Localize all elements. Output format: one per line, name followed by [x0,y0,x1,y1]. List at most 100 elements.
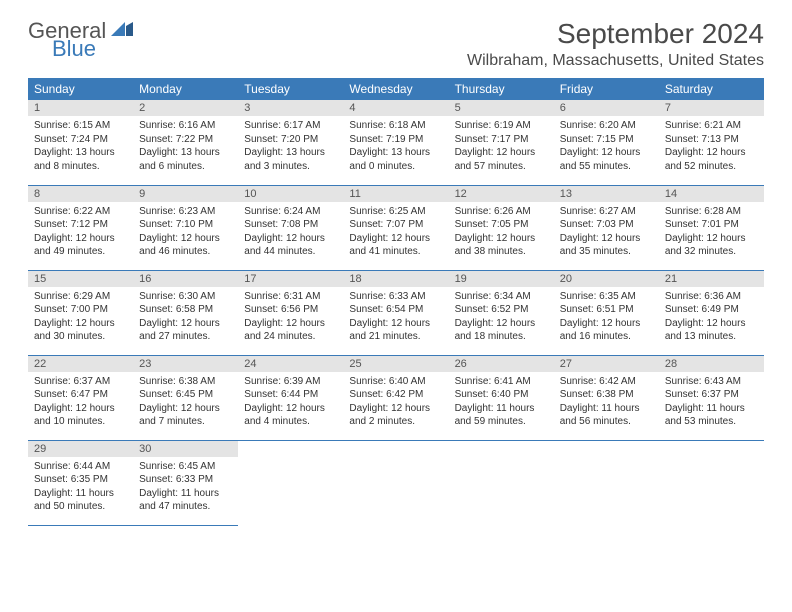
calendar-row: 22Sunrise: 6:37 AMSunset: 6:47 PMDayligh… [28,355,764,440]
logo: General Blue [28,18,133,62]
day-number: 6 [554,100,659,116]
calendar-cell: 27Sunrise: 6:42 AMSunset: 6:38 PMDayligh… [554,355,659,440]
day-number: 15 [28,271,133,287]
calendar-row: 15Sunrise: 6:29 AMSunset: 7:00 PMDayligh… [28,270,764,355]
day-content: Sunrise: 6:15 AMSunset: 7:24 PMDaylight:… [28,116,133,176]
day-content: Sunrise: 6:20 AMSunset: 7:15 PMDaylight:… [554,116,659,176]
day-number: 16 [133,271,238,287]
calendar-cell: 7Sunrise: 6:21 AMSunset: 7:13 PMDaylight… [659,100,764,185]
day-number: 10 [238,186,343,202]
calendar-row: 8Sunrise: 6:22 AMSunset: 7:12 PMDaylight… [28,185,764,270]
day-number: 14 [659,186,764,202]
day-content: Sunrise: 6:44 AMSunset: 6:35 PMDaylight:… [28,457,133,517]
calendar-cell: 18Sunrise: 6:33 AMSunset: 6:54 PMDayligh… [343,270,448,355]
calendar-cell: 14Sunrise: 6:28 AMSunset: 7:01 PMDayligh… [659,185,764,270]
day-content: Sunrise: 6:23 AMSunset: 7:10 PMDaylight:… [133,202,238,262]
calendar-cell: 21Sunrise: 6:36 AMSunset: 6:49 PMDayligh… [659,270,764,355]
calendar-cell: 26Sunrise: 6:41 AMSunset: 6:40 PMDayligh… [449,355,554,440]
day-number: 8 [28,186,133,202]
day-content: Sunrise: 6:25 AMSunset: 7:07 PMDaylight:… [343,202,448,262]
day-content: Sunrise: 6:40 AMSunset: 6:42 PMDaylight:… [343,372,448,432]
calendar-cell: 6Sunrise: 6:20 AMSunset: 7:15 PMDaylight… [554,100,659,185]
calendar-cell: 25Sunrise: 6:40 AMSunset: 6:42 PMDayligh… [343,355,448,440]
day-number: 18 [343,271,448,287]
calendar-cell [238,440,343,525]
calendar-cell: 8Sunrise: 6:22 AMSunset: 7:12 PMDaylight… [28,185,133,270]
day-number: 30 [133,441,238,457]
day-content: Sunrise: 6:16 AMSunset: 7:22 PMDaylight:… [133,116,238,176]
calendar-cell: 15Sunrise: 6:29 AMSunset: 7:00 PMDayligh… [28,270,133,355]
day-number: 29 [28,441,133,457]
calendar-cell: 22Sunrise: 6:37 AMSunset: 6:47 PMDayligh… [28,355,133,440]
weekday-header: Thursday [449,78,554,100]
day-number: 12 [449,186,554,202]
calendar-cell: 13Sunrise: 6:27 AMSunset: 7:03 PMDayligh… [554,185,659,270]
day-content: Sunrise: 6:35 AMSunset: 6:51 PMDaylight:… [554,287,659,347]
day-content: Sunrise: 6:21 AMSunset: 7:13 PMDaylight:… [659,116,764,176]
day-number: 17 [238,271,343,287]
day-number: 5 [449,100,554,116]
day-number: 7 [659,100,764,116]
day-number: 28 [659,356,764,372]
day-number: 25 [343,356,448,372]
day-content: Sunrise: 6:39 AMSunset: 6:44 PMDaylight:… [238,372,343,432]
day-content: Sunrise: 6:37 AMSunset: 6:47 PMDaylight:… [28,372,133,432]
day-content: Sunrise: 6:28 AMSunset: 7:01 PMDaylight:… [659,202,764,262]
calendar-cell: 11Sunrise: 6:25 AMSunset: 7:07 PMDayligh… [343,185,448,270]
day-content: Sunrise: 6:30 AMSunset: 6:58 PMDaylight:… [133,287,238,347]
day-content: Sunrise: 6:41 AMSunset: 6:40 PMDaylight:… [449,372,554,432]
day-number: 21 [659,271,764,287]
day-content: Sunrise: 6:22 AMSunset: 7:12 PMDaylight:… [28,202,133,262]
day-number: 23 [133,356,238,372]
day-number: 19 [449,271,554,287]
calendar-cell: 16Sunrise: 6:30 AMSunset: 6:58 PMDayligh… [133,270,238,355]
day-content: Sunrise: 6:27 AMSunset: 7:03 PMDaylight:… [554,202,659,262]
calendar-cell: 1Sunrise: 6:15 AMSunset: 7:24 PMDaylight… [28,100,133,185]
day-content: Sunrise: 6:19 AMSunset: 7:17 PMDaylight:… [449,116,554,176]
calendar-cell: 30Sunrise: 6:45 AMSunset: 6:33 PMDayligh… [133,440,238,525]
day-content: Sunrise: 6:31 AMSunset: 6:56 PMDaylight:… [238,287,343,347]
location-text: Wilbraham, Massachusetts, United States [467,52,764,70]
day-number: 4 [343,100,448,116]
weekday-header: Wednesday [343,78,448,100]
day-number: 26 [449,356,554,372]
weekday-header: Saturday [659,78,764,100]
calendar-cell: 4Sunrise: 6:18 AMSunset: 7:19 PMDaylight… [343,100,448,185]
weekday-header: Tuesday [238,78,343,100]
calendar-table: Sunday Monday Tuesday Wednesday Thursday… [28,78,764,526]
day-content: Sunrise: 6:24 AMSunset: 7:08 PMDaylight:… [238,202,343,262]
weekday-header: Friday [554,78,659,100]
calendar-cell [659,440,764,525]
calendar-cell [343,440,448,525]
calendar-row: 29Sunrise: 6:44 AMSunset: 6:35 PMDayligh… [28,440,764,525]
day-number: 13 [554,186,659,202]
day-content: Sunrise: 6:43 AMSunset: 6:37 PMDaylight:… [659,372,764,432]
day-number: 11 [343,186,448,202]
day-content: Sunrise: 6:34 AMSunset: 6:52 PMDaylight:… [449,287,554,347]
calendar-cell: 3Sunrise: 6:17 AMSunset: 7:20 PMDaylight… [238,100,343,185]
day-number: 22 [28,356,133,372]
flag-icon [111,22,133,43]
day-number: 1 [28,100,133,116]
calendar-cell: 12Sunrise: 6:26 AMSunset: 7:05 PMDayligh… [449,185,554,270]
calendar-row: 1Sunrise: 6:15 AMSunset: 7:24 PMDaylight… [28,100,764,185]
calendar-cell: 5Sunrise: 6:19 AMSunset: 7:17 PMDaylight… [449,100,554,185]
weekday-header: Monday [133,78,238,100]
day-content: Sunrise: 6:18 AMSunset: 7:19 PMDaylight:… [343,116,448,176]
day-number: 3 [238,100,343,116]
weekday-header: Sunday [28,78,133,100]
day-content: Sunrise: 6:26 AMSunset: 7:05 PMDaylight:… [449,202,554,262]
calendar-cell: 29Sunrise: 6:44 AMSunset: 6:35 PMDayligh… [28,440,133,525]
day-number: 2 [133,100,238,116]
day-content: Sunrise: 6:36 AMSunset: 6:49 PMDaylight:… [659,287,764,347]
header: General Blue September 2024 Wilbraham, M… [28,18,764,70]
day-content: Sunrise: 6:38 AMSunset: 6:45 PMDaylight:… [133,372,238,432]
day-content: Sunrise: 6:42 AMSunset: 6:38 PMDaylight:… [554,372,659,432]
calendar-cell: 23Sunrise: 6:38 AMSunset: 6:45 PMDayligh… [133,355,238,440]
day-content: Sunrise: 6:29 AMSunset: 7:00 PMDaylight:… [28,287,133,347]
day-content: Sunrise: 6:17 AMSunset: 7:20 PMDaylight:… [238,116,343,176]
calendar-cell: 24Sunrise: 6:39 AMSunset: 6:44 PMDayligh… [238,355,343,440]
calendar-cell: 28Sunrise: 6:43 AMSunset: 6:37 PMDayligh… [659,355,764,440]
calendar-cell: 9Sunrise: 6:23 AMSunset: 7:10 PMDaylight… [133,185,238,270]
day-number: 24 [238,356,343,372]
